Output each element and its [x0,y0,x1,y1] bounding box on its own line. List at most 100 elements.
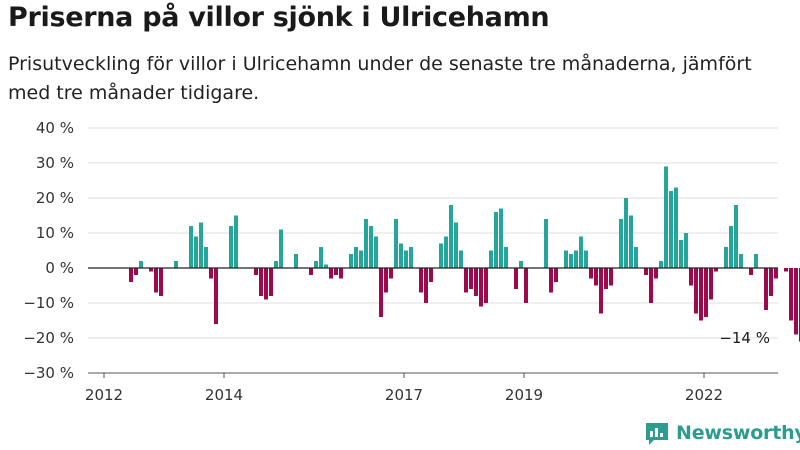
bar [594,268,598,286]
bar [769,268,773,296]
brand-name: Newsworthy [676,422,800,444]
bar [454,222,458,268]
bar [714,268,718,272]
bar [629,215,633,268]
bar [309,268,313,275]
bar [259,268,263,296]
bar [689,268,693,286]
bar [604,268,608,289]
bar [494,212,498,268]
bar [564,250,568,268]
bar [794,268,798,335]
bar [584,250,588,268]
bar [544,219,548,268]
bar [129,268,133,282]
bar [464,268,468,293]
bar [174,261,178,268]
bar [679,240,683,268]
bar [234,215,238,268]
bar [379,268,383,317]
x-tick-label: 2022 [685,386,723,404]
axes [88,267,778,378]
bar [384,268,388,293]
bar [554,268,558,282]
bar [189,226,193,268]
bar [209,268,213,279]
bar [269,268,273,296]
bar [479,268,483,307]
bar [424,268,428,303]
bar [619,219,623,268]
bar [569,254,573,268]
bar [514,268,518,289]
chart-title: Priserna på villor sjönk i Ulricehamn [8,2,550,33]
bar [369,226,373,268]
bar [444,236,448,268]
chart-subtitle: Prisutveckling för villor i Ulricehamn u… [8,53,752,104]
y-tick-label: 0 % [45,259,74,277]
bar [474,268,478,296]
bar [449,205,453,268]
bar [694,268,698,314]
y-tick-label: −20 % [23,329,74,347]
bar [489,250,493,268]
bar [374,236,378,268]
newsworthy-logo-icon [646,423,668,445]
y-tick-label: 20 % [36,189,74,207]
bar [399,243,403,268]
bar [199,222,203,268]
bar [699,268,703,321]
bar [659,261,663,268]
last-value-annotation: −14 % [719,329,770,347]
bar [729,226,733,268]
bar [329,268,333,279]
x-axis-labels: 201220142017201920222024 [85,386,723,404]
bar [154,268,158,293]
bar [194,236,198,268]
bar [334,268,338,275]
bar [314,261,318,268]
y-tick-label: 10 % [36,224,74,242]
bar [549,268,553,293]
y-tick-label: −30 % [23,364,74,382]
x-tick-label: 2012 [85,386,123,404]
bar [704,268,708,317]
bar [279,229,283,268]
bar [524,268,528,303]
bar [754,254,758,268]
bar [459,250,463,268]
bar [159,268,163,296]
bar [214,268,218,324]
x-tick-label: 2017 [385,386,423,404]
bar [419,268,423,293]
bar [664,166,668,268]
x-tick-label: 2019 [505,386,543,404]
bar [254,268,258,275]
bar [624,198,628,268]
bar [134,268,138,275]
bar [654,268,658,279]
bar [669,191,673,268]
bar [149,268,153,272]
bar [734,205,738,268]
bar [139,261,143,268]
bar [579,236,583,268]
bar [499,208,503,268]
bar [599,268,603,314]
bar [274,261,278,268]
y-tick-label: −10 % [23,294,74,312]
bar [724,247,728,268]
bar [684,233,688,268]
bar [774,268,778,279]
bar [789,268,793,321]
bar [484,268,488,303]
bar [609,268,613,286]
bar [469,268,473,289]
y-tick-label: 40 % [36,119,74,137]
bar [784,268,788,272]
bar [394,219,398,268]
bar [519,261,523,268]
y-axis-labels: 40 % 30 % 20 % 10 % 0 % −10 % −20 % −30 % [23,119,74,382]
bar [644,268,648,275]
bar [649,268,653,303]
